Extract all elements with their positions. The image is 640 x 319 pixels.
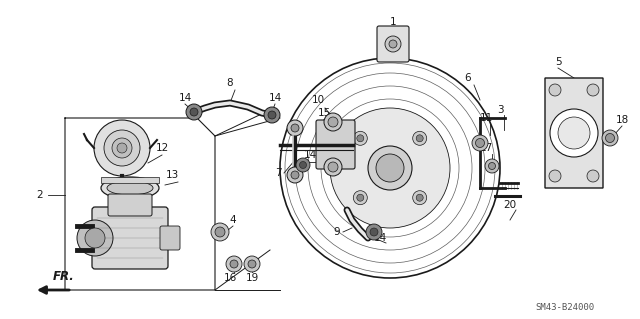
Circle shape <box>330 108 450 228</box>
Circle shape <box>324 113 342 131</box>
Circle shape <box>357 194 364 201</box>
Circle shape <box>112 138 132 158</box>
Circle shape <box>248 260 256 268</box>
Circle shape <box>244 256 260 272</box>
Circle shape <box>264 107 280 123</box>
Circle shape <box>211 223 229 241</box>
Circle shape <box>77 220 113 256</box>
Text: 16: 16 <box>223 273 237 283</box>
Circle shape <box>190 108 198 116</box>
Text: 13: 13 <box>165 170 179 180</box>
Text: 9: 9 <box>333 227 340 237</box>
Text: FR.: FR. <box>53 270 75 283</box>
Circle shape <box>287 120 303 136</box>
Text: 20: 20 <box>504 200 516 210</box>
Text: 8: 8 <box>227 78 234 88</box>
Text: 6: 6 <box>465 73 471 83</box>
Circle shape <box>104 130 140 166</box>
Text: 5: 5 <box>555 57 561 67</box>
FancyBboxPatch shape <box>545 78 603 188</box>
Text: 14: 14 <box>303 150 317 160</box>
Circle shape <box>602 130 618 146</box>
Text: 18: 18 <box>616 115 628 125</box>
Circle shape <box>287 167 303 183</box>
Circle shape <box>413 191 427 205</box>
Circle shape <box>413 131 427 145</box>
FancyBboxPatch shape <box>160 226 180 250</box>
Circle shape <box>549 84 561 96</box>
Circle shape <box>549 170 561 182</box>
Text: 1: 1 <box>390 17 396 27</box>
Circle shape <box>85 228 105 248</box>
Ellipse shape <box>107 181 153 195</box>
Text: 3: 3 <box>497 105 503 115</box>
Circle shape <box>558 117 590 149</box>
FancyBboxPatch shape <box>108 194 152 216</box>
Circle shape <box>476 138 484 147</box>
FancyBboxPatch shape <box>316 120 355 169</box>
Text: 17: 17 <box>479 143 493 153</box>
FancyBboxPatch shape <box>92 207 168 269</box>
Circle shape <box>300 161 307 168</box>
Circle shape <box>291 124 299 132</box>
Text: 10: 10 <box>312 95 324 105</box>
Circle shape <box>587 84 599 96</box>
Text: 12: 12 <box>156 143 168 153</box>
Circle shape <box>389 40 397 48</box>
Circle shape <box>328 162 338 172</box>
Circle shape <box>215 227 225 237</box>
Circle shape <box>416 135 423 142</box>
Circle shape <box>472 135 488 151</box>
Circle shape <box>186 104 202 120</box>
Circle shape <box>485 159 499 173</box>
Circle shape <box>353 131 367 145</box>
Text: 11: 11 <box>479 113 493 123</box>
Text: 4: 4 <box>230 215 236 225</box>
Circle shape <box>328 117 338 127</box>
Circle shape <box>605 133 614 143</box>
Text: 14: 14 <box>179 93 191 103</box>
Circle shape <box>587 170 599 182</box>
Circle shape <box>226 256 242 272</box>
Circle shape <box>296 158 310 172</box>
Circle shape <box>117 143 127 153</box>
Ellipse shape <box>101 177 159 199</box>
Circle shape <box>366 224 382 240</box>
Circle shape <box>376 154 404 182</box>
FancyBboxPatch shape <box>101 177 159 183</box>
Circle shape <box>416 194 423 201</box>
Circle shape <box>230 260 238 268</box>
Text: 2: 2 <box>36 190 44 200</box>
Text: 14: 14 <box>373 233 387 243</box>
Circle shape <box>268 111 276 119</box>
Circle shape <box>291 171 299 179</box>
Circle shape <box>357 135 364 142</box>
Text: SM43-B24000: SM43-B24000 <box>536 303 595 313</box>
FancyBboxPatch shape <box>377 26 409 62</box>
Circle shape <box>368 146 412 190</box>
Circle shape <box>324 158 342 176</box>
Text: 19: 19 <box>245 273 259 283</box>
Circle shape <box>488 162 495 169</box>
Text: 7: 7 <box>275 168 282 178</box>
Circle shape <box>353 191 367 205</box>
Circle shape <box>94 120 150 176</box>
Circle shape <box>385 36 401 52</box>
Circle shape <box>370 228 378 236</box>
Circle shape <box>550 109 598 157</box>
Text: 14: 14 <box>268 93 282 103</box>
Text: 15: 15 <box>317 108 331 118</box>
